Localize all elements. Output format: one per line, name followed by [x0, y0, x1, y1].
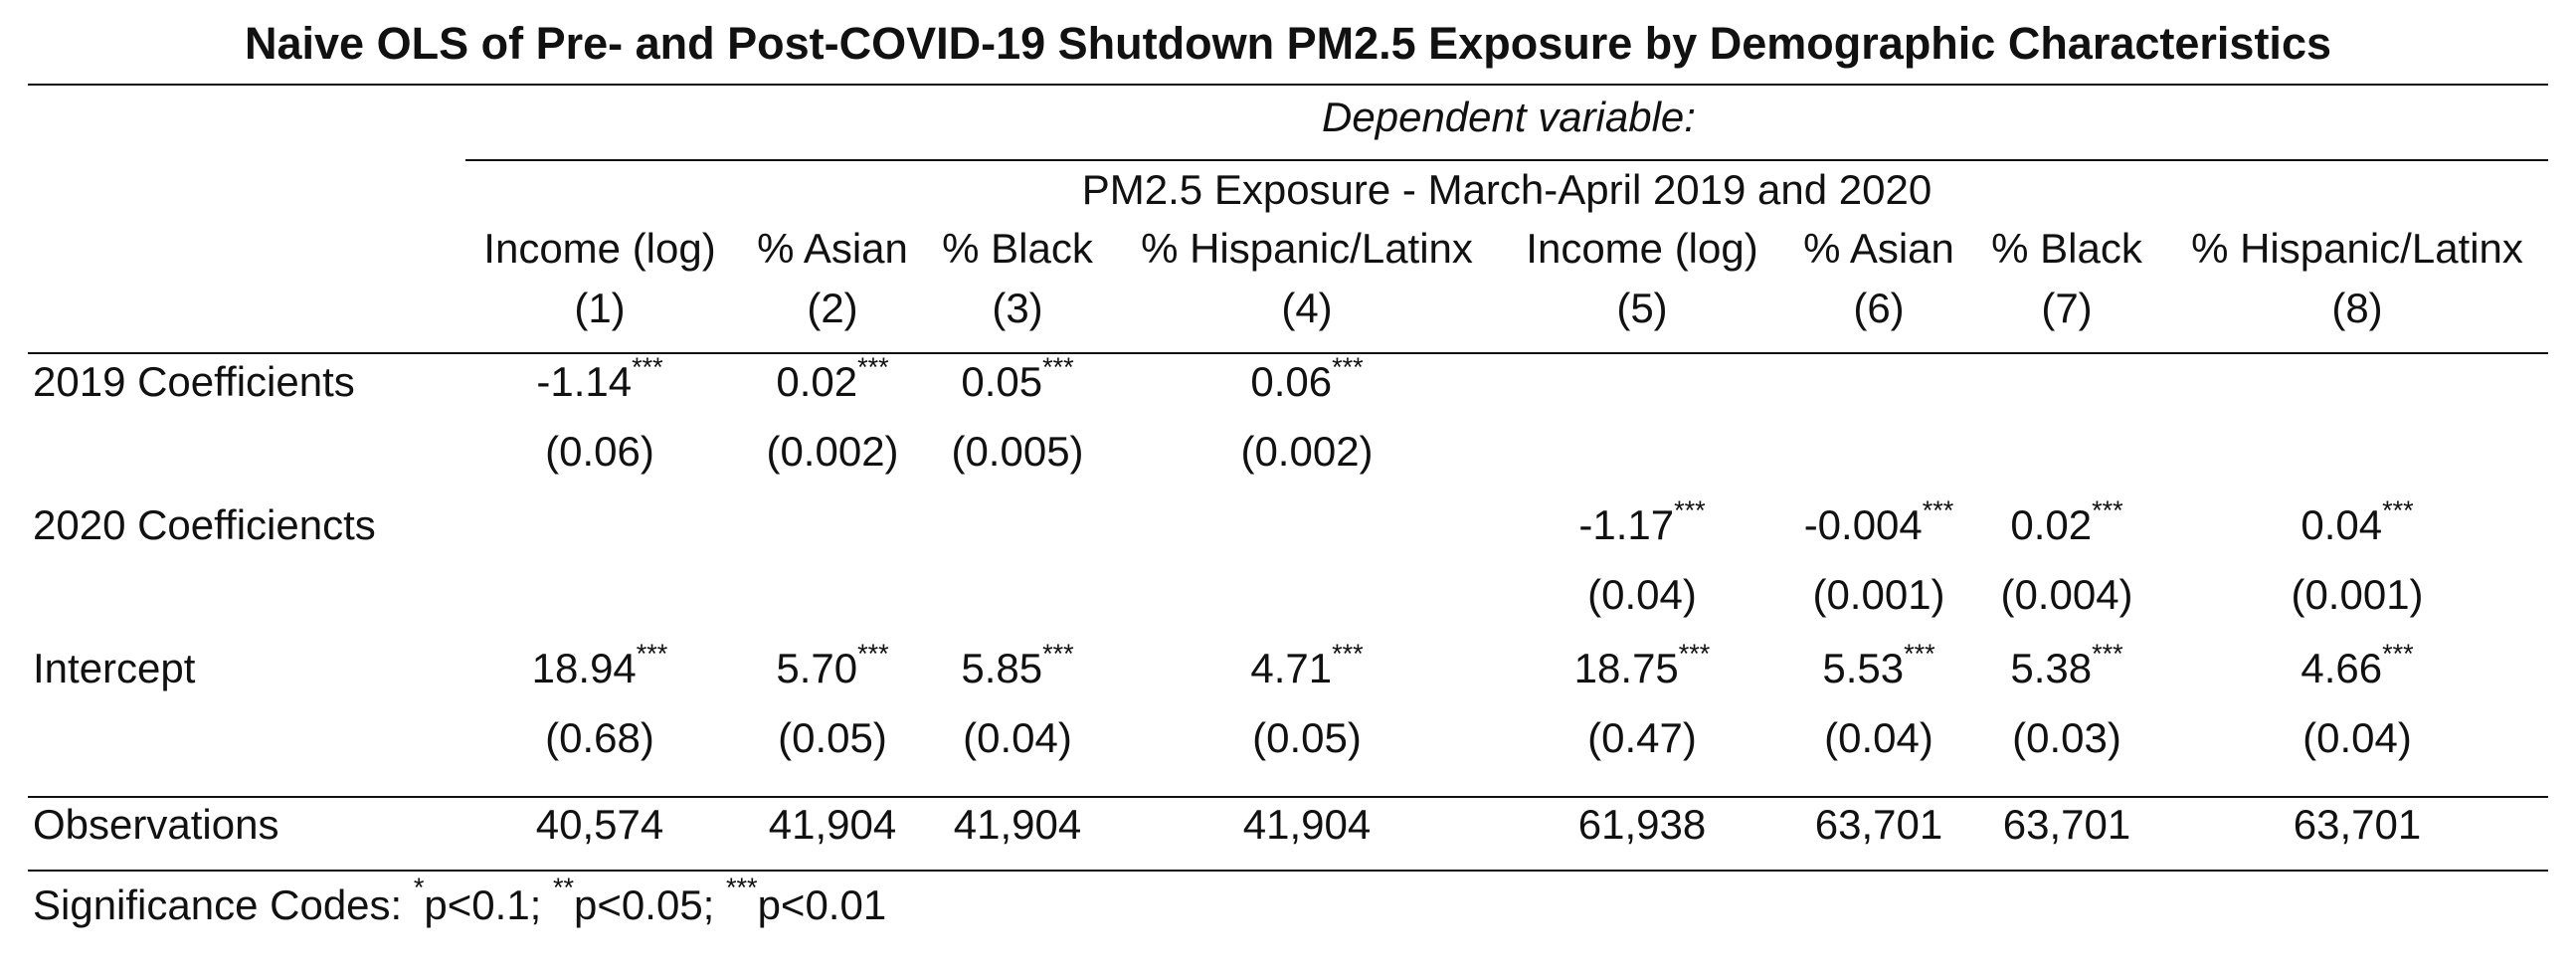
- observations-cell: 61,938: [1577, 801, 1707, 848]
- dependent-variable-label: Dependent variable:: [1322, 94, 1696, 140]
- significance-stars: ***: [1674, 495, 1706, 525]
- significance-stars: ***: [1922, 495, 1954, 525]
- coefficient-cell: 4.66***: [2300, 639, 2414, 692]
- observations-cell: 40,574: [535, 801, 664, 848]
- column-header-number: (2): [807, 285, 858, 331]
- row-label: Intercept: [33, 645, 196, 691]
- coefficient-cell: 0.04***: [2300, 495, 2414, 549]
- significance-stars: ***: [857, 639, 889, 669]
- significance-stars: ***: [2092, 639, 2123, 669]
- coefficient-cell: 4.71***: [1250, 639, 1364, 692]
- coefficient-cell: 5.70***: [776, 639, 889, 692]
- column-header-name: % Hispanic/Latinx: [2191, 225, 2523, 272]
- standard-error-cell: (0.47): [1587, 714, 1697, 761]
- observations-cell: 63,701: [2002, 801, 2131, 848]
- observations-label: Observations: [33, 801, 279, 848]
- standard-error-cell: (0.04): [2302, 714, 2412, 761]
- bottom-rule: [28, 870, 2548, 872]
- standard-error-cell: (0.04): [1824, 714, 1933, 761]
- observations-cell: 41,904: [768, 801, 897, 848]
- column-header-number: (8): [2331, 285, 2383, 331]
- footnote-code: *p<0.1;: [413, 873, 542, 929]
- coefficient-cell: 18.94***: [531, 639, 668, 692]
- significance-stars: ***: [1332, 639, 1364, 669]
- coefficient-cell: 0.02***: [776, 352, 889, 406]
- dependent-variable-name: PM2.5 Exposure - March-April 2019 and 20…: [1081, 166, 1932, 213]
- standard-error-cell: (0.004): [2000, 571, 2133, 618]
- row-label: 2019 Coefficients: [33, 358, 355, 405]
- significance-stars: ***: [2092, 495, 2123, 525]
- significance-stars: ***: [1042, 352, 1074, 382]
- coefficient-cell: 5.38***: [2010, 639, 2123, 692]
- coefficient-cell: 18.75***: [1573, 639, 1711, 692]
- observations-top-rule: [28, 796, 2548, 798]
- standard-error-cell: (0.05): [1252, 714, 1362, 761]
- column-header-number: (4): [1281, 285, 1333, 331]
- standard-error-cell: (0.001): [2291, 571, 2424, 618]
- row-label: 2020 Coefficiencts: [33, 501, 376, 548]
- footnote-label: Significance Codes:: [33, 881, 403, 928]
- coefficient-cell: -1.14***: [536, 352, 663, 406]
- significance-stars: ***: [2382, 639, 2414, 669]
- standard-error-cell: (0.04): [1587, 571, 1697, 618]
- column-header-number: (7): [2041, 285, 2093, 331]
- table-title: Naive OLS of Pre- and Post-COVID-19 Shut…: [245, 18, 2331, 69]
- coefficient-cell: -0.004***: [1803, 495, 1954, 549]
- column-header-number: (6): [1853, 285, 1905, 331]
- column-header-name: Income (log): [1526, 225, 1758, 272]
- significance-stars: ***: [1332, 352, 1364, 382]
- column-header-name: % Black: [1991, 225, 2142, 272]
- observations-cell: 41,904: [1242, 801, 1372, 848]
- coefficient-cell: 0.06***: [1250, 352, 1364, 406]
- top-rule: [28, 84, 2548, 86]
- coefficient-cell: 5.53***: [1822, 639, 1935, 692]
- column-header-name: % Asian: [757, 225, 908, 272]
- standard-error-cell: (0.06): [545, 428, 654, 475]
- column-header-name: Income (log): [483, 225, 716, 272]
- column-header-number: (5): [1616, 285, 1668, 331]
- significance-stars: ***: [1042, 639, 1074, 669]
- standard-error-cell: (0.03): [2012, 714, 2121, 761]
- significance-stars: ***: [632, 352, 663, 382]
- header-bottom-rule: [28, 352, 2548, 354]
- coefficient-cell: -1.17***: [1578, 495, 1706, 549]
- footnote-code: ***p<0.01: [726, 873, 887, 929]
- coefficient-cell: 0.05***: [961, 352, 1074, 406]
- observations-cell: 63,701: [2293, 801, 2422, 848]
- significance-stars: ***: [636, 639, 668, 669]
- standard-error-cell: (0.002): [766, 428, 899, 475]
- column-header-number: (1): [574, 285, 626, 331]
- significance-footnote: Significance Codes: *p<0.1; **p<0.05; **…: [33, 873, 887, 931]
- column-header-number: (3): [992, 285, 1043, 331]
- column-header-name: % Asian: [1803, 225, 1954, 272]
- observations-cell: 63,701: [1814, 801, 1943, 848]
- significance-stars: ***: [857, 352, 889, 382]
- footnote-code: **p<0.05;: [553, 873, 715, 929]
- significance-stars: ***: [1904, 639, 1935, 669]
- coefficient-cell: 0.02***: [2010, 495, 2123, 549]
- significance-stars: ***: [2382, 495, 2414, 525]
- coefficient-cell: 5.85***: [961, 639, 1074, 692]
- column-header-name: % Black: [942, 225, 1093, 272]
- standard-error-cell: (0.005): [951, 428, 1084, 475]
- standard-error-cell: (0.04): [963, 714, 1072, 761]
- column-header-name: % Hispanic/Latinx: [1141, 225, 1473, 272]
- dependent-variable-rule: [465, 159, 2548, 161]
- standard-error-cell: (0.05): [778, 714, 887, 761]
- standard-error-cell: (0.68): [545, 714, 654, 761]
- observations-cell: 41,904: [953, 801, 1082, 848]
- standard-error-cell: (0.002): [1240, 428, 1374, 475]
- significance-stars: ***: [1678, 639, 1711, 669]
- standard-error-cell: (0.001): [1812, 571, 1945, 618]
